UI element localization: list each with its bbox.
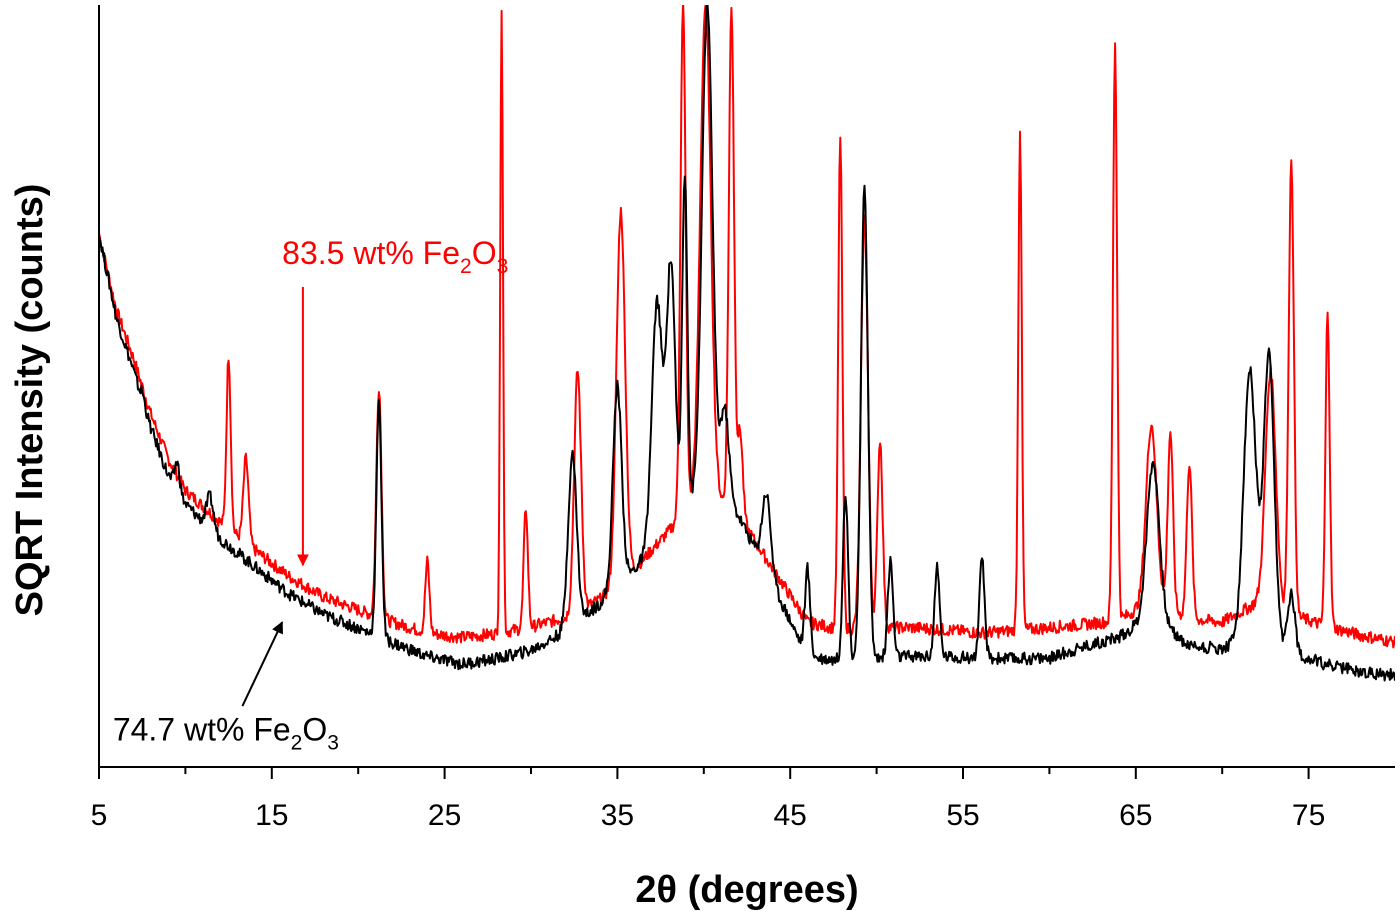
x-axis-title: 2θ (degrees) <box>635 869 858 911</box>
x-tick-label: 25 <box>428 799 461 832</box>
x-tick-label: 5 <box>91 799 108 832</box>
x-tick-label: 55 <box>946 799 979 832</box>
annotation-label: 83.5 wt% Fe2O3 <box>282 235 508 278</box>
annotations: 83.5 wt% Fe2O3 74.7 wt% Fe2O3 <box>113 235 508 754</box>
x-tick-label: 65 <box>1119 799 1152 832</box>
series-line <box>99 5 1395 649</box>
x-tick-label: 45 <box>774 799 807 832</box>
series-line <box>99 5 1395 682</box>
y-axis-title: SQRT Intensity (counts) <box>9 184 51 617</box>
x-tick-label: 35 <box>601 799 634 832</box>
annotation-label: 74.7 wt% Fe2O3 <box>113 711 339 754</box>
x-tick-label: 15 <box>255 799 288 832</box>
x-tick-label: 75 <box>1292 799 1325 832</box>
series-layer <box>99 5 1395 682</box>
x-ticks: 5 15 25 35 45 55 65 75 <box>91 767 1325 832</box>
annotation-arrow <box>241 621 284 707</box>
